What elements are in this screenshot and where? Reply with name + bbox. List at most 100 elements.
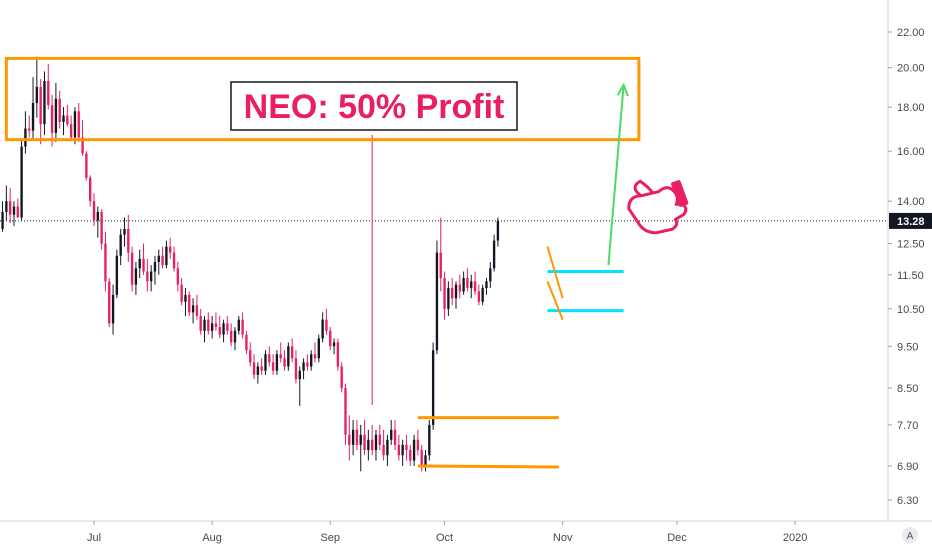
time-axis[interactable]: Jul Aug Sep Oct Nov Dec 2020	[87, 521, 807, 544]
candle-body	[191, 305, 195, 313]
candle-body	[24, 128, 27, 147]
y-tick-label: 20.00	[897, 63, 925, 75]
candle-body	[481, 288, 484, 302]
candle-body	[241, 319, 244, 335]
x-tick-label: Oct	[436, 532, 453, 544]
y-tick-label: 8.50	[897, 383, 918, 395]
candle-body	[485, 281, 488, 289]
candle-body	[58, 98, 61, 122]
channel-lower-line	[417, 464, 559, 469]
candle-body	[306, 362, 309, 367]
candle-body	[111, 294, 115, 324]
chart-grid	[0, 0, 932, 522]
candle-body	[401, 444, 404, 456]
candle-body	[378, 434, 381, 445]
candle-body	[439, 252, 442, 279]
candle-body	[169, 246, 172, 253]
upper-range-box	[4, 56, 641, 142]
candle-body	[283, 358, 286, 367]
y-tick-label: 18.00	[897, 102, 925, 114]
candle-body	[188, 294, 191, 313]
candle-body	[367, 439, 370, 451]
candle-body	[473, 281, 477, 292]
candle-body	[294, 358, 298, 380]
candle-body	[260, 366, 263, 371]
candle-body	[218, 327, 221, 335]
candle-body	[340, 366, 343, 388]
candle-body	[222, 323, 225, 335]
candle-body	[233, 330, 237, 343]
candle-body	[351, 429, 355, 445]
auto-scale-button[interactable]: A	[902, 527, 918, 543]
candle-body	[397, 444, 401, 456]
candle-body	[386, 439, 389, 456]
candle-body	[298, 370, 301, 380]
candle-body	[47, 81, 50, 106]
y-tick-label: 9.50	[897, 341, 918, 353]
hand-cuff	[671, 180, 689, 207]
title-annotation: NEO: 50% Profit	[230, 81, 518, 131]
candle-body	[245, 334, 248, 351]
candle-body	[332, 342, 336, 347]
candle-body	[313, 354, 317, 359]
candle-body	[416, 439, 420, 451]
candle-body	[275, 354, 279, 371]
candle-body	[1, 212, 4, 229]
candle-body	[153, 261, 157, 272]
candle-body	[89, 177, 92, 202]
candle-body	[454, 284, 458, 299]
y-tick-label: 16.00	[897, 146, 925, 158]
candle-body	[20, 146, 23, 218]
pennant-line	[546, 280, 564, 321]
drawings	[4, 56, 641, 469]
candle-body	[127, 228, 130, 253]
candle-body	[50, 105, 54, 133]
candle-body	[382, 444, 385, 456]
candle-body	[199, 316, 202, 331]
candle-body	[317, 338, 320, 359]
candle-body	[477, 291, 481, 302]
candle-body	[496, 220, 500, 241]
target-arrow-head	[616, 82, 629, 97]
current-price-label: 13.28	[897, 216, 925, 228]
candle-body	[5, 201, 8, 213]
candle-body	[458, 284, 461, 292]
candle-body	[237, 319, 240, 331]
candle-body	[412, 439, 416, 461]
candle-body	[329, 330, 332, 347]
candle-body	[462, 278, 465, 292]
candle-body	[252, 362, 256, 375]
x-tick-label: Jul	[87, 532, 101, 544]
candle-body	[73, 111, 77, 138]
candle-body	[54, 98, 58, 133]
auto-scale-label: A	[907, 531, 914, 542]
candle-body	[77, 111, 80, 138]
candle-body	[443, 278, 446, 309]
candle-body	[302, 362, 305, 371]
candle-body	[268, 354, 271, 363]
candle-body	[157, 255, 160, 262]
x-tick-label: Sep	[320, 532, 340, 544]
candle-body	[409, 450, 412, 461]
y-tick-label: 10.50	[897, 304, 925, 316]
current-price-badge: 13.28	[889, 212, 932, 229]
candle-body	[66, 115, 69, 125]
candle-body	[226, 323, 229, 331]
candle-body	[447, 288, 450, 309]
y-tick-label: 11.50	[897, 270, 924, 282]
y-tick-label: 22.00	[897, 27, 925, 39]
candle-body	[207, 319, 210, 331]
candle-body	[119, 234, 122, 256]
candle-body	[81, 137, 84, 154]
candle-body	[161, 255, 164, 266]
candle-body	[264, 354, 267, 371]
y-tick-label: 6.90	[897, 461, 918, 473]
price-axis[interactable]: 22.00 20.00 18.00 16.00 14.00 12.50 11.50 10.50…	[888, 27, 925, 507]
candle-body	[435, 252, 439, 351]
y-tick-label: 12.50	[897, 239, 925, 251]
target-arrow-shaft	[607, 84, 625, 266]
candle-body	[336, 342, 340, 367]
candle-body	[210, 323, 214, 331]
x-tick-label: Dec	[667, 532, 687, 544]
